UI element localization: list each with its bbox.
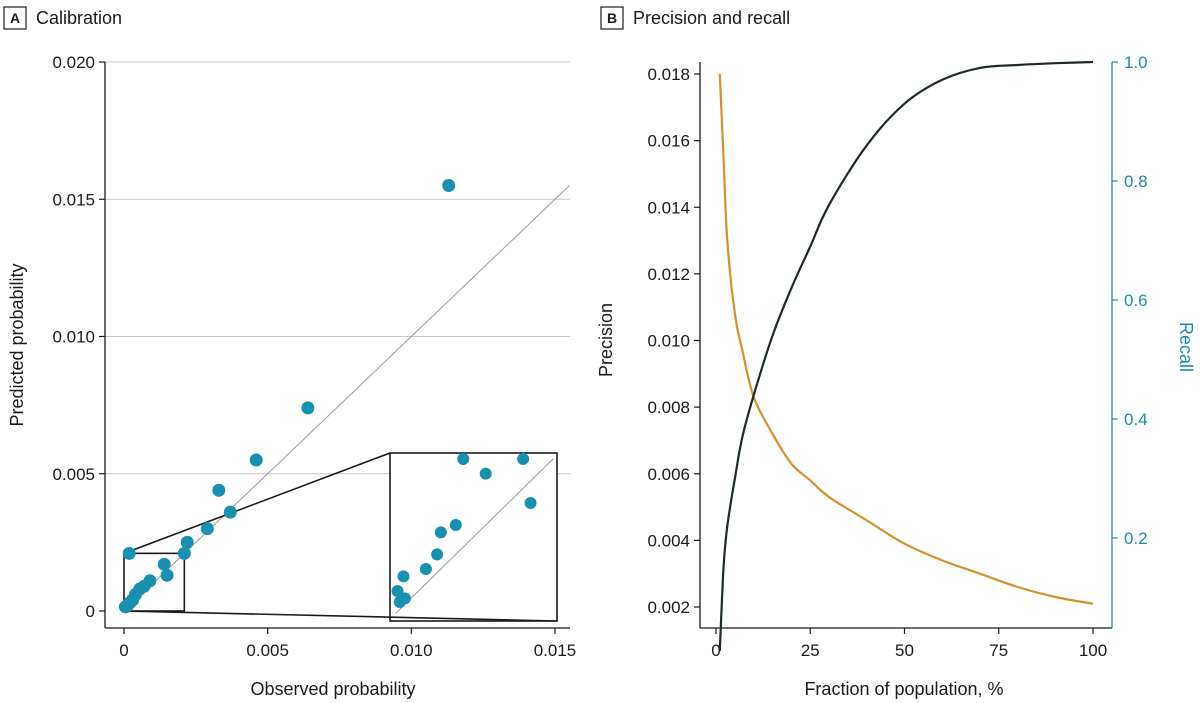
precision-y-tick-label: 0.010 <box>647 332 690 351</box>
inset-point <box>457 453 470 465</box>
precision-line <box>718 73 1094 605</box>
panel-b-letter: B <box>607 10 617 26</box>
calibration-points <box>118 179 456 614</box>
calibration-point <box>301 401 315 415</box>
precision-recall-panel: 0.002 0.004 0.006 0.008 0.010 0.012 0.014 0.016… <box>596 53 1196 699</box>
precision-y-tick-label: 0.016 <box>647 132 690 151</box>
panel-a-header: A Calibration <box>3 6 122 30</box>
calibration-x-label: Observed probability <box>250 679 415 699</box>
calibration-x-ticks: 0 0.005 0.010 0.015 <box>119 628 576 660</box>
inset-point <box>398 592 411 605</box>
calibration-x-tick-label: 0 <box>119 641 128 660</box>
recall-line <box>718 60 1094 652</box>
panel-a-letter-box <box>3 6 27 30</box>
recall-y-tick-label: 0.2 <box>1124 529 1148 548</box>
fraction-x-tick-label: 100 <box>1079 641 1107 660</box>
calibration-x-tick-label: 0.010 <box>390 641 433 660</box>
fraction-x-tick-label: 0 <box>711 641 720 660</box>
recall-y-tick-label: 0.8 <box>1124 172 1148 191</box>
precision-y-tick-label: 0.008 <box>647 398 690 417</box>
calibration-reference-line <box>123 185 570 612</box>
inset-point <box>431 548 444 561</box>
calibration-point <box>157 557 171 571</box>
inset-point <box>434 526 447 539</box>
calibration-y-tick-label: 0.005 <box>52 465 95 484</box>
fraction-x-tick-label: 75 <box>989 641 1008 660</box>
precision-y-tick-label: 0.018 <box>647 65 690 84</box>
inset-point <box>391 585 404 597</box>
inset-point <box>419 563 432 575</box>
calibration-point <box>212 483 226 497</box>
calibration-y-tick-label: 0.015 <box>52 190 95 209</box>
inset-point <box>397 570 410 583</box>
fraction-x-label: Fraction of population, % <box>804 679 1003 699</box>
precision-y-ticks: 0.002 0.004 0.006 0.008 0.010 0.012 0.014 0.016… <box>647 65 700 617</box>
calibration-x-tick-label: 0.015 <box>534 641 577 660</box>
panel-b-title: Precision and recall <box>633 8 790 28</box>
recall-y-tick-label: 1.0 <box>1124 53 1148 72</box>
calibration-point <box>200 522 214 536</box>
inset-reference-line <box>395 458 554 614</box>
calibration-gridlines <box>105 61 570 475</box>
calibration-y-tick-label: 0.010 <box>52 328 95 347</box>
recall-y-label: Recall <box>1176 322 1196 372</box>
recall-y-tick-label: 0.4 <box>1124 410 1148 429</box>
calibration-panel: 0 0.005 0.010 0.015 0.020 0 0.005 0.010 0.015 O… <box>7 53 576 699</box>
panel-b-header: B Precision and recall <box>600 6 790 30</box>
inset-connector-bottom <box>123 610 558 622</box>
calibration-y-tick-label: 0 <box>86 602 95 621</box>
calibration-point <box>160 568 174 582</box>
calibration-point <box>223 505 237 519</box>
calibration-x-tick-label: 0.005 <box>246 641 289 660</box>
inset-point <box>517 453 530 465</box>
calibration-y-label: Predicted probability <box>7 263 27 426</box>
panel-b-letter-box <box>600 6 624 30</box>
fraction-x-ticks: 0 25 50 75 100 <box>711 628 1107 660</box>
inset-point <box>479 467 492 480</box>
recall-y-ticks: 0.2 0.4 0.6 0.8 1.0 <box>1112 53 1148 548</box>
inset-point <box>449 519 462 531</box>
precision-y-tick-label: 0.012 <box>647 265 690 284</box>
panel-a-title: Calibration <box>36 8 122 28</box>
precision-y-tick-label: 0.004 <box>647 531 690 550</box>
recall-y-tick-label: 0.6 <box>1124 291 1148 310</box>
inset-connector-top <box>123 452 391 555</box>
calibration-point <box>249 453 263 467</box>
calibration-point <box>122 546 136 560</box>
calibration-point <box>442 179 456 193</box>
calibration-point <box>177 546 191 560</box>
calibration-y-tick-label: 0.020 <box>52 53 95 72</box>
precision-y-tick-label: 0.006 <box>647 465 690 484</box>
calibration-inset <box>123 452 558 622</box>
precision-y-tick-label: 0.002 <box>647 598 690 617</box>
fraction-x-tick-label: 25 <box>801 641 820 660</box>
fraction-x-tick-label: 50 <box>895 641 914 660</box>
panel-a-letter: A <box>10 10 20 26</box>
calibration-point <box>143 574 157 588</box>
precision-y-tick-label: 0.014 <box>647 198 690 217</box>
calibration-point <box>180 535 194 549</box>
precision-y-label: Precision <box>596 303 616 377</box>
inset-point <box>524 497 537 509</box>
calibration-y-ticks: 0 0.005 0.010 0.015 0.020 <box>52 53 105 621</box>
